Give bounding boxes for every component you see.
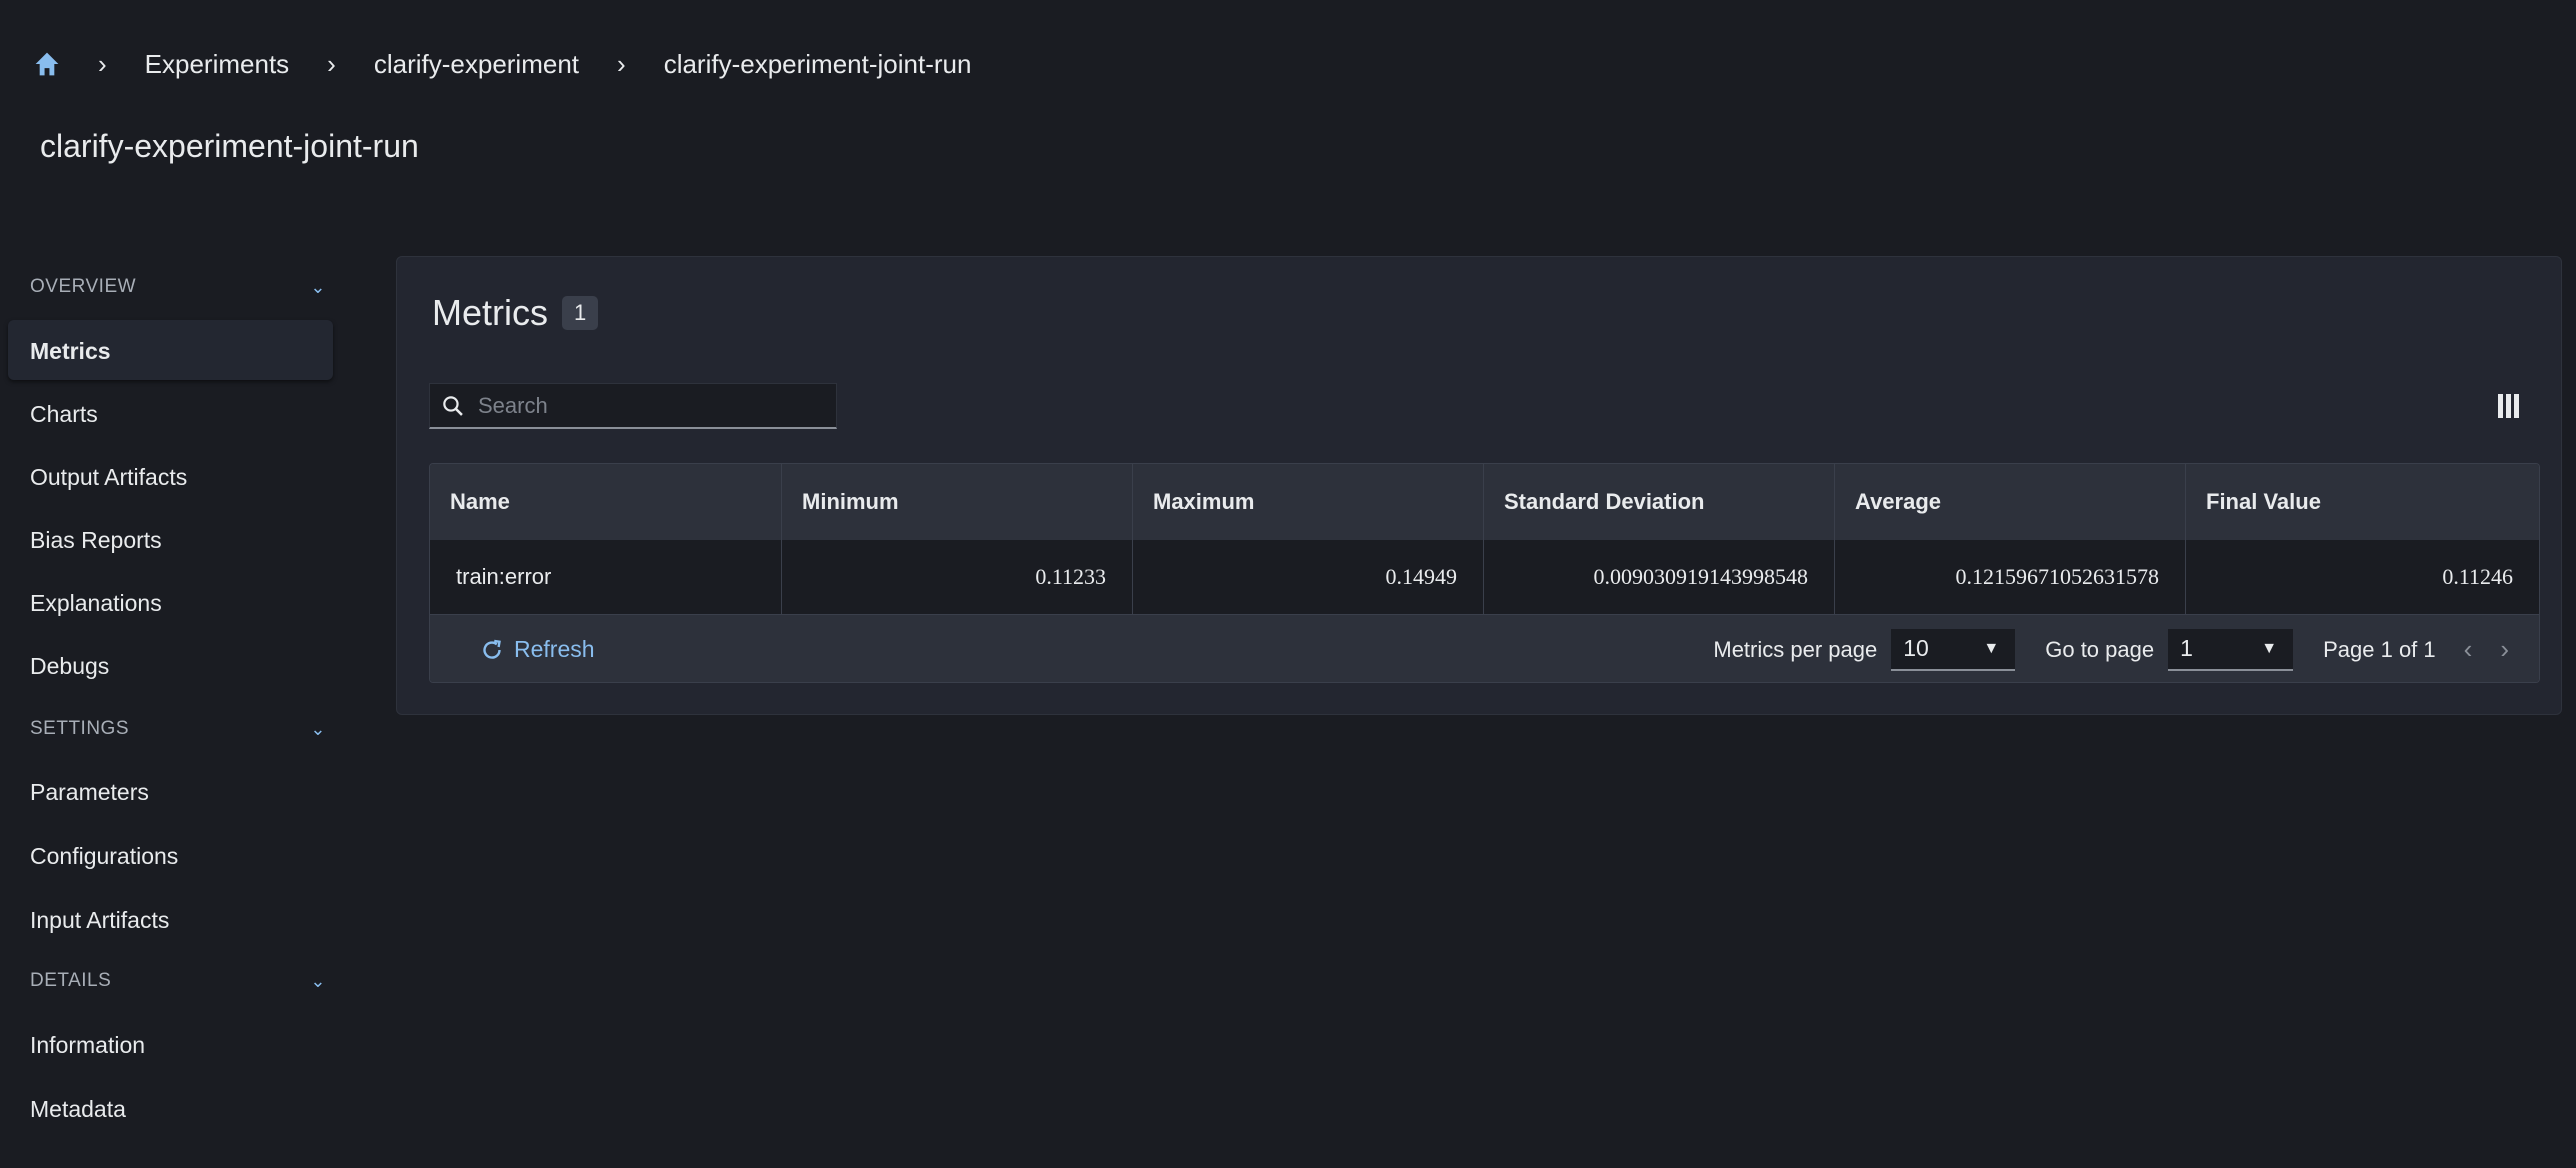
table-footer: Refresh Metrics per page 10 ▼ Go to page … <box>430 614 2539 682</box>
sidebar-item-metrics[interactable]: Metrics <box>30 338 111 364</box>
chevron-down-icon[interactable]: ⌄ <box>310 718 326 739</box>
column-header[interactable]: Minimum <box>781 464 1132 540</box>
column-header[interactable]: Name <box>450 489 510 514</box>
breadcrumb-run: clarify-experiment-joint-run <box>663 48 972 79</box>
per-page-select[interactable]: 10 ▼ <box>1891 628 2016 671</box>
sidebar-item-input-artifacts[interactable]: Input Artifacts <box>30 907 170 933</box>
sidebar-section-overview[interactable]: OVERVIEW ⌄ <box>30 276 330 298</box>
metrics-heading: Metrics 1 <box>432 292 599 334</box>
sidebar-item-bias-reports[interactable]: Bias Reports <box>30 527 162 553</box>
per-page-label: Metrics per page <box>1713 636 1878 662</box>
caret-down-icon: ▼ <box>2261 639 2278 657</box>
sidebar-section-settings[interactable]: SETTINGS ⌄ <box>30 718 330 740</box>
search-icon <box>443 395 463 416</box>
sidebar-section-details[interactable]: DETAILS ⌄ <box>30 970 330 992</box>
sidebar-active-highlight <box>8 320 333 380</box>
section-label: OVERVIEW <box>30 276 137 297</box>
sidebar-item-charts[interactable]: Charts <box>30 401 98 427</box>
chevron-down-icon[interactable]: ⌄ <box>310 970 326 991</box>
home-icon[interactable] <box>34 51 60 77</box>
refresh-label: Refresh <box>514 636 595 662</box>
per-page-value: 10 <box>1903 635 1929 661</box>
cell-minimum: 0.11233 <box>781 540 1132 614</box>
search-field[interactable] <box>429 383 837 429</box>
page-info: Page 1 of 1 <box>2323 636 2436 662</box>
sidebar-item-output-artifacts[interactable]: Output Artifacts <box>30 464 188 490</box>
column-header[interactable]: Average <box>1834 464 2185 540</box>
caret-down-icon: ▼ <box>1983 639 2000 657</box>
cell-std-dev: 0.009030919143998548 <box>1483 540 1834 614</box>
chevron-right-icon: › <box>617 48 626 79</box>
sidebar-item-information[interactable]: Information <box>30 1032 146 1058</box>
goto-page-label: Go to page <box>2045 636 2155 662</box>
search-input[interactable] <box>478 392 818 419</box>
metrics-table: Name Minimum Maximum Standard Deviation … <box>429 463 2540 683</box>
breadcrumb-experiment[interactable]: clarify-experiment <box>373 48 580 79</box>
column-header[interactable]: Maximum <box>1132 464 1483 540</box>
chevron-right-icon: › <box>327 48 336 79</box>
page-title: clarify-experiment-joint-run <box>40 128 419 164</box>
chevron-down-icon[interactable]: ⌄ <box>310 276 326 297</box>
goto-page-select[interactable]: 1 ▼ <box>2168 628 2294 671</box>
refresh-button[interactable]: Refresh <box>480 636 595 663</box>
sidebar-item-explanations[interactable]: Explanations <box>30 590 162 616</box>
refresh-icon <box>483 639 501 659</box>
breadcrumb: › Experiments › clarify-experiment › cla… <box>0 44 971 84</box>
column-header[interactable]: Final Value <box>2185 464 2539 540</box>
next-page-icon[interactable]: › <box>2500 634 2509 664</box>
column-header[interactable]: Standard Deviation <box>1483 464 1834 540</box>
cell-average: 0.12159671052631578 <box>1834 540 2185 614</box>
sidebar-item-configurations[interactable]: Configurations <box>30 843 179 869</box>
metrics-title: Metrics <box>432 292 548 333</box>
section-label: DETAILS <box>30 970 112 991</box>
count-badge: 1 <box>562 296 599 330</box>
sidebar-item-debugs[interactable]: Debugs <box>30 653 110 679</box>
table-header: Name Minimum Maximum Standard Deviation … <box>430 464 2539 540</box>
cell-maximum: 0.14949 <box>1132 540 1483 614</box>
sidebar-item-metadata[interactable]: Metadata <box>30 1096 126 1122</box>
section-label: SETTINGS <box>30 718 130 739</box>
chevron-right-icon: › <box>98 48 107 79</box>
cell-name: train:error <box>456 564 552 589</box>
goto-page-value: 1 <box>2180 635 2193 661</box>
column-settings-icon[interactable] <box>2498 394 2519 418</box>
prev-page-icon[interactable]: ‹ <box>2463 634 2473 664</box>
breadcrumb-experiments[interactable]: Experiments <box>144 48 290 79</box>
table-row[interactable]: train:error 0.11233 0.14949 0.0090309191… <box>430 540 2539 614</box>
cell-final-value: 0.11246 <box>2185 540 2539 614</box>
sidebar-item-parameters[interactable]: Parameters <box>30 779 149 805</box>
